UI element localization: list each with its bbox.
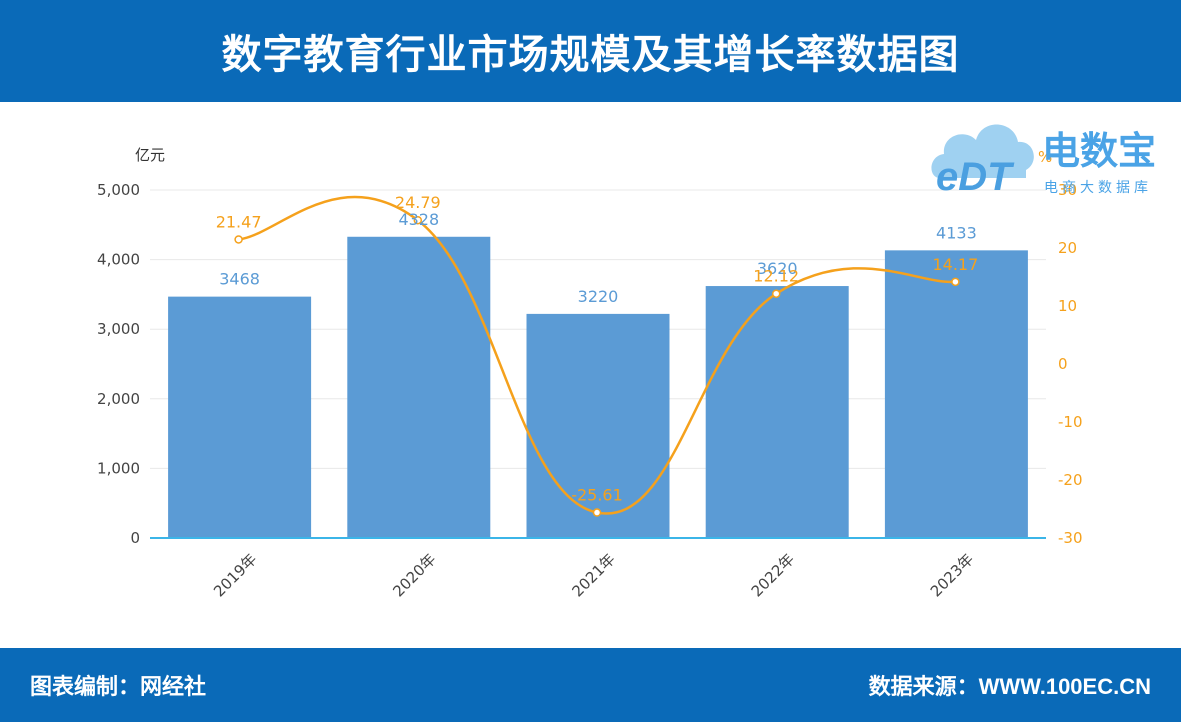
line-point bbox=[413, 215, 423, 225]
edt-logo: eDT 电数宝 电商大数据库 bbox=[931, 124, 1156, 199]
bar-value-label: 3620 bbox=[757, 259, 798, 278]
chart-compiler-credit: 图表编制：网经社 bbox=[30, 675, 207, 700]
bar bbox=[884, 250, 1028, 538]
line-point bbox=[234, 235, 243, 244]
x-tick-label: 2023年 bbox=[927, 550, 977, 600]
data-source-credit: 数据来源：WWW.100EC.CN bbox=[868, 674, 1151, 699]
page-title: 数字教育行业市场规模及其增长率数据图 bbox=[221, 32, 960, 78]
y-left-tick-label: 5,000 bbox=[97, 181, 140, 199]
line-value-label: 12.12 bbox=[753, 267, 799, 286]
line-value-label: -25.61 bbox=[571, 486, 623, 505]
y-right-tick-label: 20 bbox=[1058, 239, 1077, 257]
y-right-tick-label: -10 bbox=[1058, 413, 1083, 431]
x-tick-label: 2019年 bbox=[210, 550, 260, 600]
y-right-tick-label: 0 bbox=[1058, 355, 1068, 373]
x-tick-label: 2021年 bbox=[568, 550, 618, 600]
logo-mark: eDT bbox=[936, 155, 1015, 199]
y-right-unit-label: % bbox=[1038, 148, 1052, 166]
line-value-label: 21.47 bbox=[216, 212, 262, 231]
line-value-label: 14.17 bbox=[932, 255, 978, 274]
y-right-tick-label: 10 bbox=[1058, 297, 1077, 315]
x-tick-label: 2022年 bbox=[748, 550, 798, 600]
y-left-tick-label: 2,000 bbox=[97, 390, 140, 408]
bar-value-label: 4328 bbox=[398, 210, 439, 229]
y-right-tick-label: 30 bbox=[1058, 181, 1077, 199]
y-right-tick-label: -30 bbox=[1058, 529, 1083, 547]
bar-value-label: 3468 bbox=[219, 270, 260, 289]
y-left-tick-label: 0 bbox=[130, 529, 140, 547]
y-left-tick-label: 1,000 bbox=[97, 459, 140, 477]
line-value-label: 24.79 bbox=[395, 193, 441, 212]
x-tick-label: 2020年 bbox=[389, 550, 439, 600]
chart-area: 2019年 2020年 2021年 2022年 2023年 0 1,000 2,000 3,0… bbox=[97, 146, 1083, 600]
logo-name: 电数宝 bbox=[1042, 129, 1156, 173]
footer-banner: 图表编制：网经社 数据来源：WWW.100EC.CN bbox=[0, 648, 1181, 722]
y-left-tick-label: 4,000 bbox=[97, 251, 140, 269]
logo-subtitle: 电商大数据库 bbox=[1044, 180, 1152, 196]
line-point bbox=[771, 289, 781, 298]
bar-value-label: 4133 bbox=[936, 223, 977, 242]
y-left-tick-label: 3,000 bbox=[97, 320, 140, 338]
bar bbox=[526, 313, 670, 538]
bar bbox=[168, 296, 312, 538]
header-banner: 数字教育行业市场规模及其增长率数据图 bbox=[0, 0, 1181, 102]
bar-value-label: 3220 bbox=[578, 287, 619, 306]
line-point bbox=[592, 508, 602, 517]
y-left-unit-label: 亿元 bbox=[135, 146, 165, 164]
bar bbox=[347, 236, 491, 539]
line-point bbox=[951, 277, 960, 287]
bar bbox=[705, 286, 849, 538]
y-right-tick-label: -20 bbox=[1058, 471, 1083, 489]
